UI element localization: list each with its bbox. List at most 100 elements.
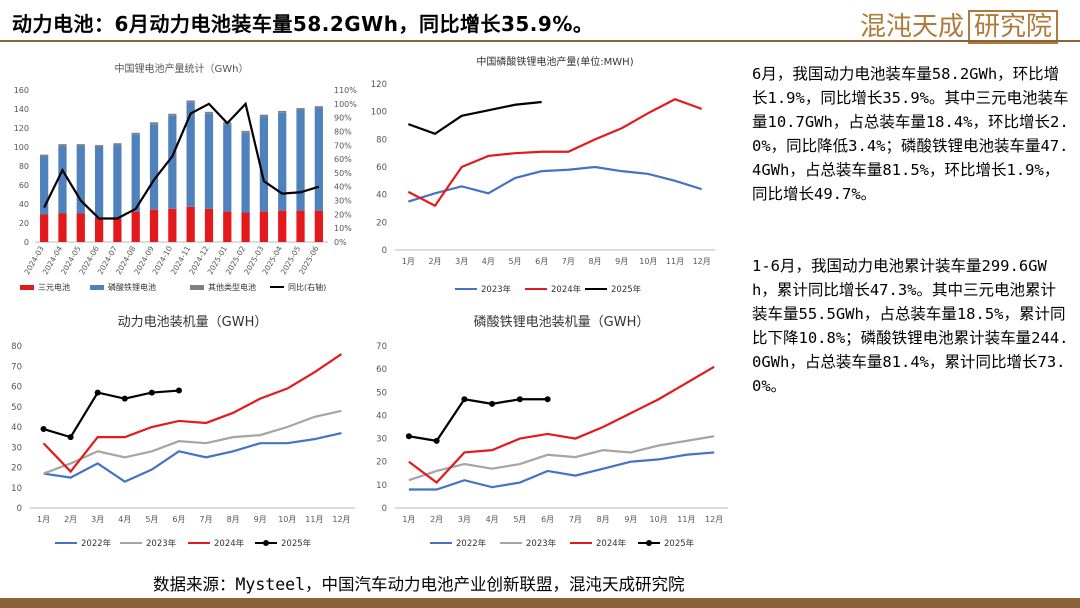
bar-lfp [314,108,323,211]
lithium-battery-output-chart: 中国锂电池产量统计（GWh） 0 20 40 60 80 100 120 140 160 0% 10%… [14,62,358,292]
bar-ncm [168,208,177,242]
x-tick-label: 10月 [650,515,668,524]
bar-lfp [241,132,250,213]
series-line [407,100,542,136]
bar-lfp [58,146,67,214]
y2-tick-label: 30% [334,197,352,206]
bar-ncm [314,210,323,242]
y-tick-label: 140 [14,105,29,114]
bar-other [58,144,67,147]
bar-lfp [278,112,287,211]
bar-other [278,110,287,113]
series-line [408,165,702,203]
bar-other [259,114,269,117]
footer-bar [0,598,1080,608]
x-tick-label: 9月 [254,515,267,524]
bar-ncm [186,206,195,242]
x-tick-label: 6月 [172,515,185,524]
bar-other [149,122,159,125]
bar-other [296,108,305,110]
series-line [407,98,703,208]
x-tick-label: 1月 [37,515,50,524]
bar-ncm [40,214,49,242]
x-tick-label: 2月 [430,515,443,524]
data-point [121,395,128,402]
header-divider [0,40,1080,42]
y-tick-label: 50 [11,403,22,413]
lfp-output-chart: 中国磷酸铁锂电池产量(单位:MWH) 0 20 40 60 80 100 120 1月 2月 3月 4… [371,55,715,295]
legend-label: 2023年 [481,284,512,295]
power-battery-installation-chart: 动力电池装机量（GWH） 0 10 20 30 40 50 60 70 80 1月 2月 3月 4月 5月 6… [11,315,355,549]
x-tick-label: 1月 [402,257,415,266]
y2-tick-label: 10% [334,224,352,233]
bar-lfp [259,116,269,212]
y2-tick-label: 90% [334,114,352,123]
x-tick-label: 2月 [428,257,441,266]
bar-lfp [149,124,159,210]
data-point [94,389,101,396]
legend-label: 2023年 [146,538,177,549]
legend-label: 同比(右轴) [288,282,326,292]
bar-lfp [186,102,195,207]
x-tick-label: 12月 [705,515,723,524]
chart-title: 中国锂电池产量统计（GWh） [115,62,249,75]
x-tick-label: 7月 [569,515,582,524]
data-point [175,387,182,394]
y-tick-label: 80 [376,135,387,145]
x-tick-label: 7月 [199,515,212,524]
y-tick-label: 80 [11,342,22,352]
data-point [544,396,551,403]
data-point [461,396,468,403]
bar-other [168,113,177,116]
y-tick-label: 20 [11,464,22,474]
logo-boxed-text: 研究院 [967,10,1058,44]
y-tick-label: 50 [376,388,387,398]
x-tick-label: 4月 [482,257,495,266]
x-tick-label: 5月 [513,515,526,524]
legend-marker [646,540,652,546]
legend-label: 其他类型电池 [208,282,256,292]
bar-ncm [278,210,287,242]
bar-ncm [259,211,269,242]
x-tick-label: 2月 [64,515,77,524]
brand-logo: 混沌天成 研究院 [860,6,1058,44]
legend-label: 2022年 [81,538,112,549]
x-tick-label: 5月 [145,515,158,524]
y-tick-label: 0 [382,246,387,256]
bar-ncm [204,208,214,242]
x-tick-label: 3月 [458,515,471,524]
legend-label: 2024年 [551,284,582,295]
series-line [43,432,342,483]
y2-tick-label: 20% [334,210,352,219]
y2-tick-label: 60% [334,155,352,164]
y2-tick-label: 50% [334,169,352,178]
x-tick-label: 11月 [305,515,323,524]
lfp-installation-chart: 磷酸铁锂电池装机量（GWH） 0 10 20 30 40 50 60 70 1月 2月 3月 4月 5月 6… [376,315,728,549]
bar-other [40,154,49,157]
bar-ncm [241,212,250,242]
y-tick-label: 60 [11,383,22,393]
y-tick-label: 30 [376,435,387,445]
x-tick-label: 9月 [624,515,637,524]
legend-label: 2025年 [664,538,695,549]
legend-label: 2024年 [596,538,627,549]
y-tick-label: 20 [376,218,387,228]
bar-lfp [296,109,305,211]
x-tick-label: 6月 [535,257,548,266]
x-tick-label: 7月 [562,257,575,266]
x-tick-label: 4月 [118,515,131,524]
legend-label: 2023年 [526,538,557,549]
y-tick-label: 20 [19,219,29,228]
legend-label: 2025年 [611,284,642,295]
bar-ncm [58,213,67,242]
legend-label: 三元电池 [38,282,70,292]
x-tick-label: 11月 [666,257,684,266]
bar-ncm [223,211,232,242]
x-tick-label: 8月 [227,515,240,524]
legend-label: 2024年 [214,538,245,549]
chart-title: 动力电池装机量（GWH） [118,315,268,330]
x-tick-label: 8月 [597,515,610,524]
y-tick-label: 20 [376,458,387,468]
y-tick-label: 70 [11,362,22,372]
y-tick-label: 80 [19,162,29,171]
